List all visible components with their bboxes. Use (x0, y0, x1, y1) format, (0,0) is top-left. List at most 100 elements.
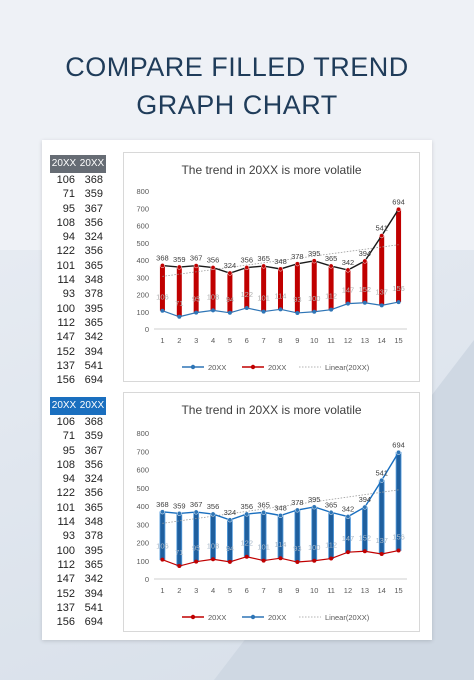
series-high-point (345, 267, 351, 273)
table-cell[interactable]: 356 (84, 487, 103, 500)
table-cell[interactable]: 152 (56, 587, 75, 600)
table-cell[interactable]: 101 (56, 259, 75, 272)
table-cell[interactable]: 378 (84, 530, 103, 543)
table-cell[interactable]: 112 (57, 558, 75, 571)
table-cell[interactable]: 122 (56, 245, 75, 258)
range-bar (294, 509, 301, 563)
column-header[interactable]: 20XX (51, 158, 77, 169)
x-tick-label: 11 (327, 586, 335, 595)
table-cell[interactable]: 114 (57, 516, 75, 529)
data-label: 71 (175, 548, 183, 557)
table-row: 156 694 (50, 615, 106, 629)
data-table-bottom: 20XX 20XX 106 368 71 359 95 367 108 356 94 324 122… (50, 397, 106, 629)
table-cell[interactable]: 95 (62, 444, 75, 457)
table-cell[interactable]: 71 (62, 430, 75, 443)
y-tick-label: 0 (145, 575, 149, 584)
table-cell[interactable]: 342 (84, 573, 103, 586)
table-row: 93 378 (50, 287, 106, 301)
table-cell[interactable]: 137 (56, 601, 75, 614)
table-cell[interactable]: 324 (84, 473, 103, 486)
table-cell[interactable]: 324 (84, 231, 103, 244)
table-cell[interactable]: 71 (62, 188, 75, 201)
range-bar (328, 511, 335, 559)
table-row: 147 342 (50, 572, 106, 586)
table-cell[interactable]: 94 (62, 231, 75, 244)
table-cell[interactable]: 395 (84, 302, 103, 315)
table-cell[interactable]: 106 (56, 174, 75, 186)
table-cell[interactable]: 378 (84, 288, 103, 301)
table-cell[interactable]: 156 (56, 616, 75, 629)
chart-bottom[interactable]: The trend in 20XX is more volatile 0 100 20… (123, 392, 420, 632)
table-cell[interactable]: 342 (84, 331, 103, 344)
series-low-point (227, 559, 232, 564)
table-cell[interactable]: 147 (56, 573, 75, 586)
range-bar (176, 267, 182, 317)
series-high-point (261, 509, 267, 515)
table-cell[interactable]: 356 (84, 216, 103, 229)
series-low-point (312, 309, 317, 314)
table-cell[interactable]: 367 (84, 444, 103, 457)
table-cell[interactable]: 694 (84, 616, 103, 629)
table-cell[interactable]: 541 (84, 359, 103, 372)
data-label: 394 (359, 249, 372, 258)
table-cell[interactable]: 156 (56, 374, 75, 387)
series-high-point (278, 266, 283, 272)
table-cell[interactable]: 394 (84, 587, 103, 600)
range-bar (159, 511, 166, 561)
table-cell[interactable]: 108 (56, 458, 75, 471)
table-cell[interactable]: 365 (84, 259, 103, 272)
table-cell[interactable]: 368 (84, 174, 103, 186)
table-row: 108 356 (50, 216, 106, 230)
table-cell[interactable]: 95 (62, 202, 75, 215)
table-cell[interactable]: 359 (84, 430, 103, 443)
table-cell[interactable]: 359 (84, 188, 103, 201)
table-cell[interactable]: 367 (84, 202, 103, 215)
table-cell[interactable]: 348 (84, 274, 103, 287)
series-low-point (227, 310, 232, 315)
column-header[interactable]: 20XX (79, 400, 105, 411)
table-cell[interactable]: 100 (56, 302, 75, 315)
series-low-point (278, 307, 283, 312)
table-cell[interactable]: 365 (84, 501, 103, 514)
table-cell[interactable]: 541 (84, 601, 103, 614)
y-tick-label: 400 (136, 502, 149, 511)
range-bar (277, 515, 284, 559)
table-cell[interactable]: 112 (57, 316, 75, 329)
table-cell[interactable]: 365 (84, 316, 103, 329)
table-cell[interactable]: 348 (84, 516, 103, 529)
table-cell[interactable]: 694 (84, 374, 103, 387)
table-cell[interactable]: 356 (84, 245, 103, 258)
table-row: 71 359 (50, 187, 106, 201)
data-label: 356 (207, 502, 220, 511)
table-cell[interactable]: 137 (56, 359, 75, 372)
data-label: 359 (173, 255, 186, 264)
table-cell[interactable]: 114 (57, 274, 75, 287)
table-cell[interactable]: 365 (84, 558, 103, 571)
x-tick-label: 6 (245, 336, 249, 345)
table-cell[interactable]: 100 (56, 544, 75, 557)
data-label: 93 (293, 295, 301, 304)
table-cell[interactable]: 122 (56, 487, 75, 500)
table-cell[interactable]: 395 (84, 544, 103, 557)
series-high-point (362, 504, 368, 510)
table-cell[interactable]: 368 (84, 416, 103, 428)
table-cell[interactable]: 101 (56, 501, 75, 514)
column-header[interactable]: 20XX (51, 400, 77, 411)
column-header[interactable]: 20XX (79, 158, 105, 169)
table-cell[interactable]: 152 (56, 345, 75, 358)
y-tick-label: 300 (136, 520, 149, 529)
table-cell[interactable]: 356 (84, 458, 103, 471)
legend-marker (190, 614, 196, 620)
chart-top[interactable]: The trend in 20XX is more volatile 0 100 20… (123, 152, 420, 382)
table-cell[interactable]: 108 (56, 216, 75, 229)
range-bar (244, 267, 250, 308)
table-cell[interactable]: 93 (62, 288, 75, 301)
data-label: 147 (342, 534, 355, 543)
table-cell[interactable]: 93 (62, 530, 75, 543)
table-cell[interactable]: 147 (56, 331, 75, 344)
table-cell[interactable]: 106 (56, 416, 75, 428)
data-label: 348 (274, 257, 287, 266)
table-cell[interactable]: 94 (62, 473, 75, 486)
table-cell[interactable]: 394 (84, 345, 103, 358)
range-bar (278, 268, 283, 310)
